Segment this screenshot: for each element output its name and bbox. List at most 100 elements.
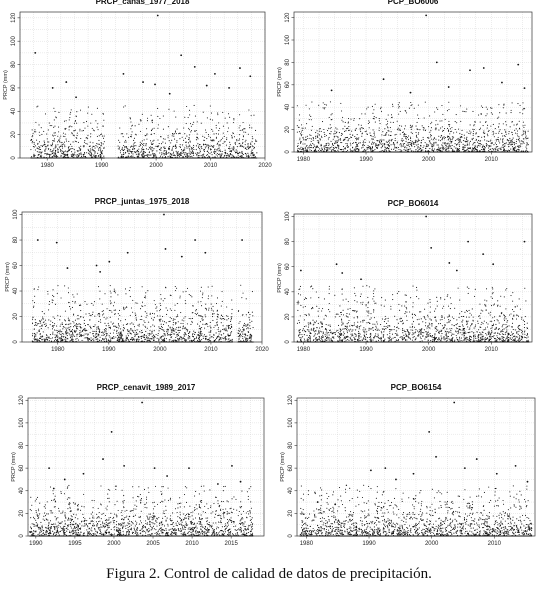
- data-point: [125, 141, 127, 143]
- data-point: [126, 157, 128, 159]
- data-point: [473, 128, 475, 131]
- data-point: [160, 152, 162, 154]
- data-point: [398, 105, 400, 108]
- data-point: [330, 119, 332, 121]
- data-point: [362, 144, 364, 146]
- data-point: [321, 150, 323, 152]
- data-point: [133, 156, 135, 158]
- data-point: [327, 127, 330, 129]
- data-point: [83, 157, 85, 159]
- data-point: [342, 146, 345, 148]
- data-point: [508, 145, 510, 147]
- data-point: [193, 148, 195, 151]
- data-point: [423, 145, 425, 147]
- data-point: [518, 120, 520, 122]
- data-point: [467, 151, 469, 153]
- data-point: [500, 149, 502, 151]
- data-point: [68, 119, 70, 121]
- data-point: [127, 157, 130, 159]
- data-point: [39, 148, 42, 151]
- data-point: [52, 156, 54, 158]
- data-point: [157, 145, 159, 147]
- data-point: [163, 154, 165, 156]
- data-point: [384, 143, 386, 145]
- data-point: [492, 130, 494, 132]
- data-point: [65, 154, 67, 156]
- data-point: [102, 112, 104, 114]
- data-point: [48, 122, 50, 124]
- data-point: [188, 127, 190, 129]
- data-point: [176, 141, 178, 143]
- data-point: [239, 114, 241, 116]
- data-point: [525, 136, 527, 138]
- data-point: [323, 150, 325, 152]
- data-point: [148, 154, 150, 156]
- data-point: [379, 139, 381, 141]
- data-point: [437, 123, 439, 125]
- data-point: [54, 152, 56, 154]
- data-point: [482, 132, 484, 134]
- data-point: [431, 145, 433, 147]
- data-point: [400, 146, 402, 148]
- data-point: [144, 154, 146, 157]
- data-point: [437, 149, 439, 151]
- data-point: [336, 146, 338, 149]
- data-point: [369, 134, 371, 136]
- data-point: [150, 157, 152, 159]
- data-point: [441, 148, 443, 150]
- data-point: [510, 148, 512, 150]
- data-point: [129, 146, 132, 148]
- data-point: [188, 146, 190, 148]
- data-point: [32, 132, 34, 134]
- data-point: [370, 151, 372, 153]
- data-point: [340, 134, 342, 137]
- data-point: [369, 148, 371, 150]
- extreme-point: [249, 75, 252, 78]
- data-point: [342, 128, 344, 130]
- data-point: [515, 146, 517, 148]
- data-point: [118, 148, 121, 150]
- data-point: [466, 136, 468, 138]
- data-point: [141, 143, 144, 145]
- data-point: [205, 131, 207, 133]
- data-point: [513, 124, 515, 126]
- data-point: [522, 109, 524, 111]
- data-point: [410, 137, 412, 140]
- data-point: [447, 151, 449, 153]
- data-point: [169, 156, 171, 158]
- data-point: [520, 143, 522, 145]
- data-point: [97, 152, 99, 154]
- data-point: [176, 157, 178, 159]
- data-point: [236, 146, 238, 148]
- data-point: [103, 147, 105, 149]
- data-point: [47, 144, 49, 146]
- data-point: [306, 151, 308, 153]
- data-point: [323, 146, 325, 148]
- data-point: [231, 136, 233, 138]
- data-point: [461, 129, 463, 132]
- data-point: [123, 153, 125, 155]
- data-point: [210, 151, 212, 153]
- data-point: [456, 138, 458, 140]
- data-point: [327, 147, 329, 149]
- data-point: [229, 116, 231, 118]
- data-point: [351, 151, 353, 153]
- data-point: [247, 145, 249, 147]
- data-point: [388, 140, 390, 143]
- data-point: [229, 154, 231, 156]
- data-point: [472, 149, 474, 151]
- data-point: [429, 115, 431, 117]
- data-point: [40, 127, 42, 129]
- data-point: [140, 145, 142, 147]
- data-point: [466, 108, 468, 110]
- data-point: [516, 124, 518, 126]
- data-point: [479, 149, 481, 152]
- data-point: [54, 110, 56, 113]
- data-point: [505, 121, 507, 123]
- data-point: [415, 135, 417, 137]
- data-point: [150, 114, 152, 116]
- data-point: [60, 145, 62, 147]
- data-point: [47, 157, 49, 159]
- data-point: [151, 128, 154, 130]
